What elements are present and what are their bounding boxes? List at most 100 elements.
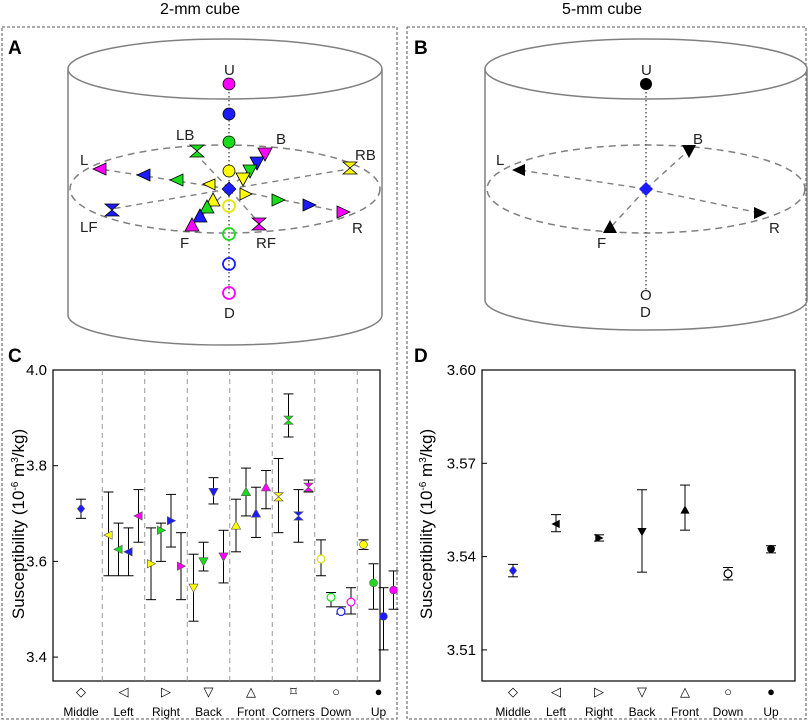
marker-up-green [222, 135, 236, 149]
x-group-label: Front [671, 705, 700, 719]
y-tick-label: 4.0 [26, 362, 47, 379]
marker [133, 511, 143, 521]
y-tick-label: 3.8 [26, 458, 47, 475]
label-a-lb: LB [176, 127, 194, 144]
panel-letter-b: B [414, 38, 428, 59]
panel-letter-d: D [414, 346, 428, 367]
label-b-o: O [640, 287, 652, 304]
data-point [293, 489, 304, 543]
diagram-b: U O D L R B F [484, 38, 808, 331]
data-point [388, 570, 399, 610]
x-group-symbol: △ [680, 684, 690, 699]
y-tick-label: 3.6 [26, 553, 47, 570]
marker [240, 486, 252, 496]
marker [680, 505, 690, 514]
marker [551, 519, 560, 529]
marker-front-green [199, 199, 215, 214]
x-group-symbol: ▷ [161, 684, 171, 699]
x-group-label: Right [152, 705, 181, 719]
chart-c-x-labels: ◇ Middle ◁ Left ▷ Right ▽ Back △ Front ⌑ Corners ○ Do… [63, 684, 386, 719]
marker-down-green [222, 227, 236, 241]
x-group-label: Middle [495, 705, 531, 719]
marker-right-magenta [336, 205, 351, 219]
label-b-u: U [641, 62, 652, 79]
marker-right-yellow [239, 187, 253, 201]
data-point [230, 498, 242, 553]
marker [723, 569, 733, 579]
marker [103, 530, 113, 540]
left-title: 2-mm cube [160, 1, 240, 18]
marker-front-yellow [205, 192, 221, 207]
data-point [316, 539, 326, 577]
label-a-r: R [352, 220, 363, 237]
chart-d-points [508, 484, 776, 581]
x-group-symbol: ▷ [594, 684, 604, 699]
data-point [303, 479, 314, 493]
marker-corner-rf [250, 217, 268, 231]
data-point [113, 522, 124, 577]
x-group-symbol: ○ [332, 684, 340, 699]
chart-d-x-labels: ◇ Middle ◁ Left ▷ Right ▽ Back △ Front ○ Down ● Up [495, 684, 779, 719]
label-b-f: F [597, 235, 606, 252]
chart-c: 3.4 3.6 3.8 4.0 ◇ Middle ◁ Left ▷ Right ▽ Back △ Fro… [9, 362, 399, 719]
data-point [723, 566, 733, 581]
data-point [176, 532, 187, 601]
data-point [103, 491, 114, 577]
x-group-label: Left [546, 705, 567, 719]
marker-b-front [603, 220, 617, 233]
label-a-d: D [224, 305, 235, 322]
x-group-symbol: ⌑ [290, 684, 297, 699]
label-a-rf: RF [256, 235, 276, 252]
marker-b-right [754, 207, 767, 219]
marker [260, 482, 272, 492]
data-point [508, 563, 518, 578]
cylinder-b [484, 38, 808, 331]
x-group-label: Middle [63, 705, 99, 719]
marker-middle [221, 181, 237, 197]
label-a-lf: LF [80, 219, 98, 236]
marker [113, 544, 123, 555]
chart-d: 3.51 3.54 3.57 3.60 ◇ Middle ◁ Left ▷ Right ▽ Back… [417, 362, 796, 719]
marker-back-yellow [235, 172, 251, 187]
marker-down-magenta [222, 286, 236, 300]
chart-d-plot-frame [481, 369, 796, 682]
x-group-label: Right [585, 705, 614, 719]
marker-up-yellow [222, 164, 236, 178]
data-point [133, 489, 144, 543]
chart-c-y-axis-label: Susceptibility (10-6 m3/kg) [9, 429, 28, 619]
marker-b-up [640, 78, 652, 90]
marker [326, 592, 336, 602]
marker [336, 607, 346, 617]
marker [208, 488, 219, 498]
data-point [76, 498, 86, 519]
chart-c-y-ticks: 3.4 3.6 3.8 4.0 [26, 362, 58, 666]
right-panel-frame [406, 26, 807, 720]
marker-down-blue [222, 257, 236, 271]
data-point [551, 514, 561, 533]
marker [303, 482, 314, 492]
marker [167, 516, 177, 526]
data-point [156, 522, 167, 562]
marker [198, 557, 209, 567]
marker [188, 583, 199, 593]
marker-b-back [682, 145, 696, 158]
panel-letter-a: A [8, 38, 22, 59]
data-point [326, 591, 336, 608]
label-a-f: F [180, 235, 189, 252]
marker-left-blue [136, 168, 151, 182]
marker [359, 540, 368, 549]
marker [379, 612, 388, 621]
data-point [208, 477, 219, 505]
marker [508, 565, 518, 576]
y-tick-label: 3.54 [447, 549, 476, 566]
marker [157, 525, 167, 535]
data-point [260, 469, 272, 510]
marker-down-yellow [222, 199, 236, 213]
data-point [680, 484, 690, 531]
x-group-symbol: ◇ [508, 684, 518, 699]
label-a-rb: RB [355, 147, 376, 164]
right-title: 5-mm cube [562, 1, 642, 18]
y-tick-label: 3.51 [447, 642, 476, 659]
label-b-l: L [496, 152, 504, 169]
x-group-symbol: ◁ [119, 684, 129, 699]
